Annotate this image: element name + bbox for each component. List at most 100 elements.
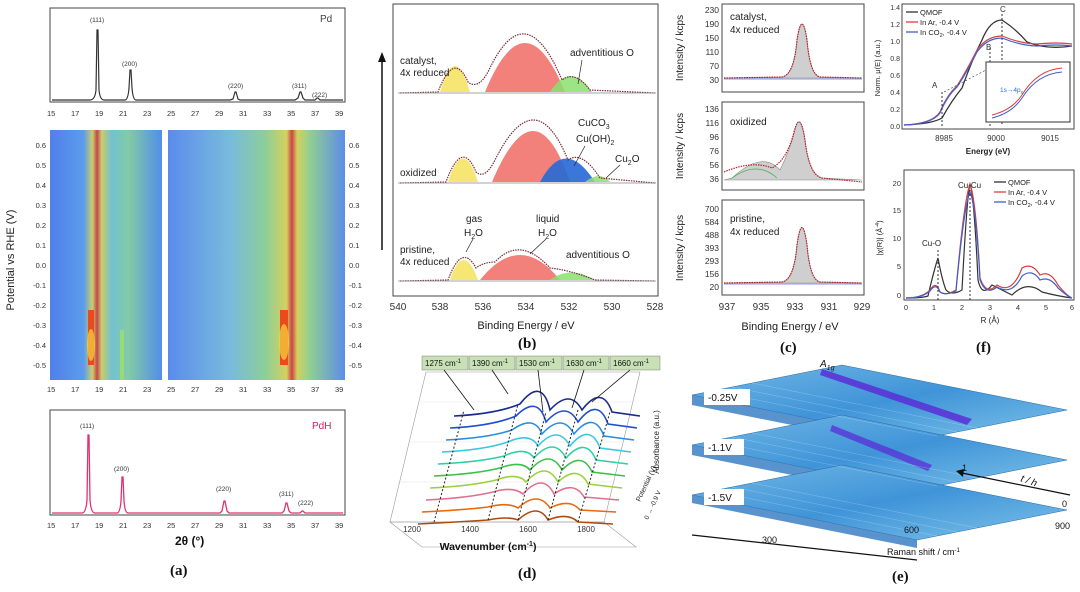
xanes-yticks: 1.4 1.2 1.0 0.8 0.6 0.4 0.2 0.0 <box>890 5 900 131</box>
x-tick: 21 <box>119 521 127 530</box>
band-1660: 1660 cm-1 <box>613 359 650 368</box>
x-tick: 540 <box>390 302 407 313</box>
y-tick: 0.0 <box>349 261 359 270</box>
y-tick: 156 <box>705 269 719 279</box>
x-tick: 19 <box>95 109 103 118</box>
b-pr-gas-1: gas <box>466 214 482 225</box>
b-pr-pointer-2 <box>529 238 547 255</box>
c-xticks: 937 935 933 931 929 <box>719 302 871 313</box>
panel-a-xlabel: 2θ (°) <box>175 534 204 548</box>
b-cat-pointer <box>577 59 583 85</box>
x-tick: 19 <box>95 521 103 530</box>
d-xticks: 1200 1400 1600 1800 <box>403 525 595 534</box>
xanes-point-a: A <box>932 81 938 90</box>
y-tick: 584 <box>705 217 719 227</box>
panel-c: catalyst, 4x reduced oxidized pristine, … <box>672 0 872 356</box>
e-time-tick-1: 1 <box>962 463 967 473</box>
x-tick: 4 <box>1016 303 1020 312</box>
panel-e: -0.25V -1.1V -1.5V A1g 1 0 t / h 300 600… <box>672 355 1080 587</box>
e-plane-3 <box>691 464 1068 541</box>
x-tick: 17 <box>71 521 79 530</box>
y-tick: 293 <box>705 256 719 266</box>
x-tick: 17 <box>71 109 79 118</box>
x-tick: 33 <box>263 521 271 530</box>
x-tick: 35 <box>287 109 295 118</box>
x-tick: 35 <box>287 521 295 530</box>
xanes-frame <box>901 3 1075 130</box>
x-tick: 29 <box>215 109 223 118</box>
legend-qmof: QMOF <box>920 8 943 17</box>
c-frame-2 <box>721 101 865 191</box>
x-tick: 532 <box>561 302 578 313</box>
panel-a: Pd (111) (200) (220) (311) (222) 15 17 1… <box>0 0 365 587</box>
pdh-peak-200: (200) <box>114 466 129 473</box>
panel-e-svg: -0.25V -1.1V -1.5V A1g 1 0 t / h 300 600… <box>691 359 1071 585</box>
c-yticks-3: 700 584 488 393 293 156 20 <box>705 204 719 292</box>
x-tick: 27 <box>191 521 199 530</box>
b-pr-gas-2: H2O <box>464 228 483 241</box>
e-time-tick-0: 0 <box>1062 499 1067 509</box>
panel-b-caption: (b) <box>518 336 536 350</box>
spectrum-catalyst <box>398 33 656 94</box>
y-tick: 0.0 <box>36 261 46 270</box>
legend-co2: In CO2, -0.4 V <box>1008 198 1055 209</box>
pdh-peak-220: (220) <box>216 486 231 493</box>
d-band-pointers <box>443 369 631 413</box>
e-xticks: 300 600 900 <box>762 521 1070 545</box>
x-tick: 19 <box>95 385 103 394</box>
x-tick: 536 <box>475 302 492 313</box>
x-tick: 2 <box>960 303 964 312</box>
xanes-legend: QMOF In Ar, -0.4 V In CO2, -0.4 V <box>906 8 967 39</box>
y-tick: 10 <box>893 234 901 243</box>
panel-a-ylabel: Potential vs RHE (V) <box>5 210 17 311</box>
spectrum-oxidized <box>398 119 656 184</box>
x-tick: 538 <box>432 302 449 313</box>
c-spectrum-2-line <box>723 121 863 183</box>
e-time-arrowhead <box>956 469 964 477</box>
x-tick: 29 <box>215 521 223 530</box>
spectrum-pristine <box>398 249 656 282</box>
e-potential-1: -0.25V <box>708 393 738 404</box>
x-tick: 0 <box>904 303 908 312</box>
y-tick: 0 <box>897 291 901 300</box>
d-depth-range: 0 → -0.9 V <box>643 489 663 521</box>
pdh-peak-222: (222) <box>298 500 313 507</box>
x-tick: 534 <box>518 302 535 313</box>
y-tick: -0.2 <box>33 301 46 310</box>
d-floor <box>389 521 637 548</box>
c-component-2 <box>731 168 778 179</box>
y-tick: 0.2 <box>349 221 359 230</box>
panel-d: 1275 cm-1 1390 cm-1 1530 cm-1 1630 cm-1 … <box>378 352 670 587</box>
pd-xticks: 15 17 19 21 23 25 27 29 31 33 35 37 39 <box>47 109 343 118</box>
y-tick: -0.3 <box>349 321 362 330</box>
y-tick: 700 <box>705 204 719 214</box>
y-tick: 0.5 <box>36 161 46 170</box>
exafs-frame <box>903 169 1075 301</box>
pdh-peak-311: (311) <box>279 491 294 498</box>
pd-peak-111: (111) <box>90 17 104 24</box>
y-tick: 70 <box>710 61 720 71</box>
x-tick: 31 <box>239 521 247 530</box>
x-tick: 37 <box>311 385 319 394</box>
b-pr-label-1: pristine, <box>400 245 435 256</box>
x-tick: 15 <box>47 385 55 394</box>
x-tick: 600 <box>904 525 919 535</box>
pd-peak-200: (200) <box>122 61 137 68</box>
exafs-co2 <box>905 190 1073 299</box>
inset-ar <box>991 67 1063 116</box>
y-tick: 20 <box>893 179 901 188</box>
exafs-cu-cu: Cu-Cu <box>958 181 981 190</box>
b-ox-cuoh2: Cu(OH)2 <box>576 134 614 147</box>
y-tick: 1.2 <box>890 22 900 29</box>
band-1530: 1530 cm-1 <box>519 359 556 368</box>
y-tick: 0.1 <box>36 241 46 250</box>
d-xlabel: Wavenumber (cm-1) <box>440 541 537 553</box>
y-tick: 190 <box>705 19 719 29</box>
x-tick: 15 <box>47 521 55 530</box>
c-ylabel-1: Intensity / kcps <box>675 15 686 81</box>
e-raman-axis <box>691 534 918 561</box>
y-tick: 0.6 <box>890 73 900 80</box>
exafs-xticks: 0 1 2 3 4 5 6 <box>904 303 1074 312</box>
exafs-legend: QMOF In Ar, -0.4 V In CO2, -0.4 V <box>994 178 1055 209</box>
d-spectra <box>417 390 641 525</box>
